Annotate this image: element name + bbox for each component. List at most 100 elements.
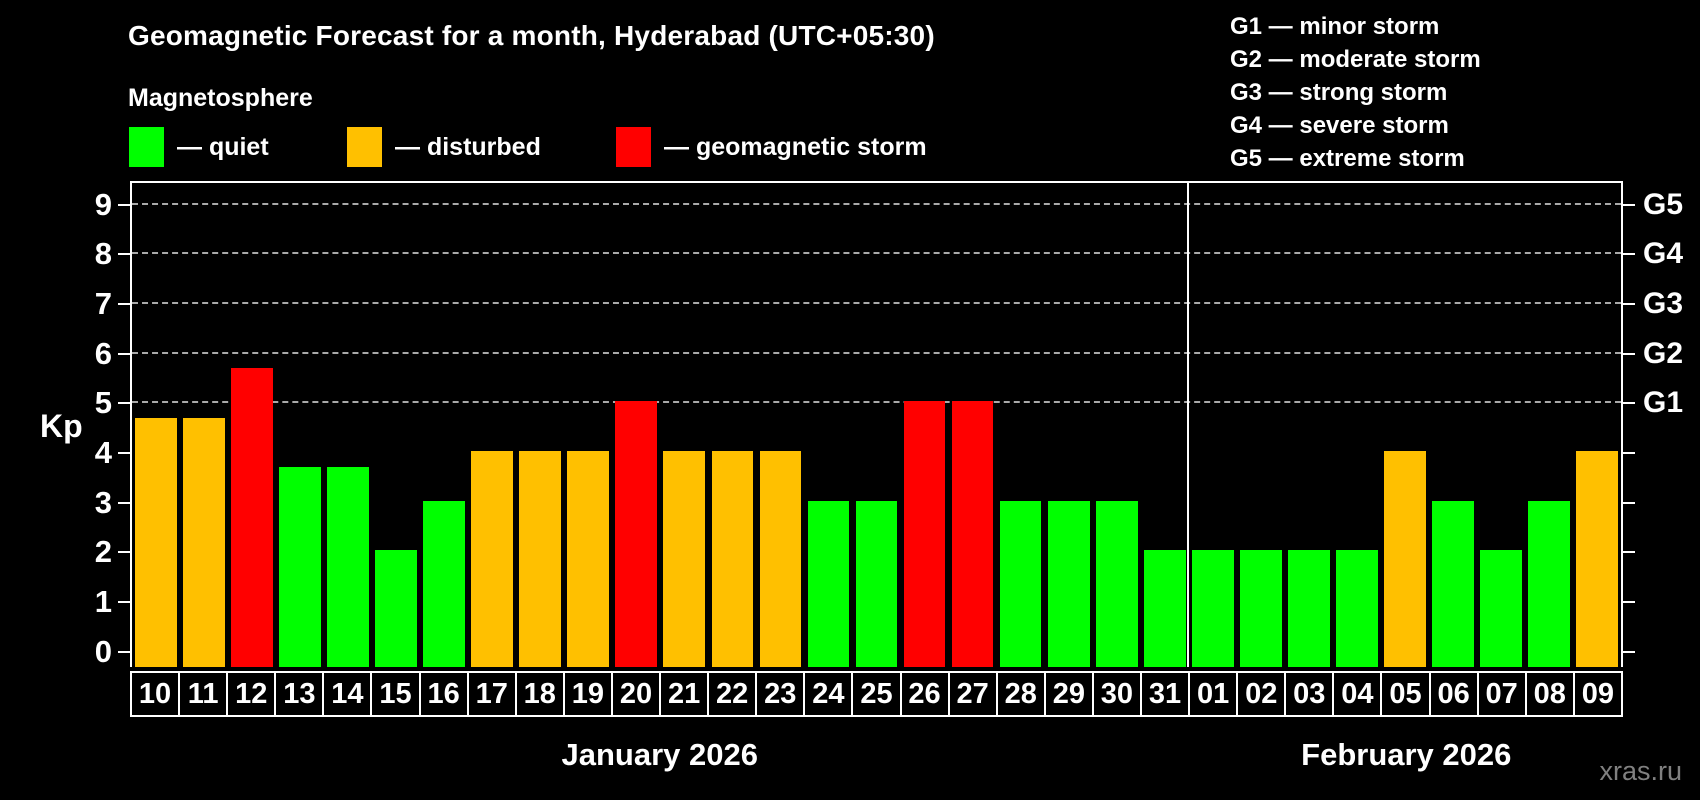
storm-scale-line-g1: G1 — minor storm bbox=[1230, 13, 1440, 40]
day-label-row: 10 11 12 13 14 15 16 17 18 19 20 21 22 23 24 25 26 27 28 29… bbox=[130, 671, 1623, 717]
day-cell-31: 31 bbox=[1139, 671, 1191, 717]
bar-slot-16 bbox=[420, 183, 468, 667]
y-tick-left-7 bbox=[118, 303, 130, 306]
kp-bar-day-27 bbox=[951, 401, 994, 667]
y-axis-label-4: 4 bbox=[94, 435, 112, 471]
storm-color-swatch bbox=[616, 127, 651, 167]
quiet-color-swatch bbox=[129, 127, 164, 167]
bar-slot-13 bbox=[276, 183, 324, 667]
bar-slot-05 bbox=[1381, 183, 1429, 667]
gridline-kp6 bbox=[132, 351, 1621, 354]
right-axis-label-g2: G2 bbox=[1643, 336, 1684, 370]
day-cell-19: 19 bbox=[562, 671, 613, 717]
y-tick-right-9 bbox=[1623, 203, 1635, 206]
month-separator bbox=[1186, 183, 1189, 667]
gridline-kp9 bbox=[132, 202, 1621, 205]
bar-slot-24 bbox=[804, 183, 852, 667]
storm-scale-line-g4: G4 — severe storm bbox=[1230, 112, 1449, 139]
y-tick-left-6 bbox=[118, 352, 130, 355]
storm-scale-line-g2: G2 — moderate storm bbox=[1230, 46, 1481, 73]
day-cell-21: 21 bbox=[659, 671, 710, 717]
bar-slot-12 bbox=[228, 183, 276, 667]
bar-slot-06 bbox=[1429, 183, 1477, 667]
day-cell-26: 26 bbox=[899, 671, 950, 717]
y-tick-left-9 bbox=[118, 203, 130, 206]
legend-label-quiet: — quiet bbox=[177, 132, 269, 161]
kp-bar-day-17 bbox=[471, 451, 514, 667]
right-axis-label-g1: G1 bbox=[1643, 386, 1684, 420]
storm-scale-line-g5: G5 — extreme storm bbox=[1230, 145, 1465, 172]
day-cell-11: 11 bbox=[178, 671, 229, 717]
day-cell-12: 12 bbox=[226, 671, 277, 717]
kp-bar-day-26 bbox=[903, 401, 946, 667]
kp-bar-day-05 bbox=[1383, 451, 1426, 667]
bar-slot-21 bbox=[660, 183, 708, 667]
day-cell-29: 29 bbox=[1043, 671, 1094, 717]
kp-bar-day-12 bbox=[231, 368, 273, 667]
day-cell-24: 24 bbox=[803, 671, 854, 717]
kp-bar-day-11 bbox=[183, 417, 225, 667]
kp-bar-day-10 bbox=[135, 417, 177, 667]
bar-slot-25 bbox=[852, 183, 900, 667]
chart-subtitle: Magnetosphere bbox=[128, 84, 313, 112]
bar-slot-04 bbox=[1333, 183, 1381, 667]
kp-bar-day-25 bbox=[855, 500, 898, 667]
bar-slot-30 bbox=[1093, 183, 1141, 667]
kp-bar-day-30 bbox=[1095, 500, 1138, 667]
plot-area: 0 1 2 3 4 5 6 7 8 9 G1 G2 G3 G4 G5 bbox=[95, 181, 1683, 669]
kp-bar-day-16 bbox=[423, 500, 466, 667]
y-axis-label-3: 3 bbox=[94, 484, 112, 520]
y-axis-label-6: 6 bbox=[94, 335, 112, 371]
kp-bar-day-07 bbox=[1480, 550, 1522, 667]
kp-bar-day-13 bbox=[279, 467, 321, 667]
day-cell-18: 18 bbox=[514, 671, 565, 717]
kp-bar-day-02 bbox=[1239, 550, 1282, 667]
bar-slot-20 bbox=[612, 183, 660, 667]
storm-scale-legend: G1 — minor storm G2 — moderate storm G3 — … bbox=[1230, 10, 1481, 175]
legend-label-storm: — geomagnetic storm bbox=[664, 132, 927, 161]
legend-item-quiet: — quiet bbox=[129, 127, 269, 167]
y-tick-right-7 bbox=[1623, 303, 1635, 306]
bar-slot-11 bbox=[180, 183, 228, 667]
day-cell-13: 13 bbox=[274, 671, 325, 717]
legend-item-disturbed: — disturbed bbox=[347, 127, 541, 167]
bar-slot-09 bbox=[1573, 183, 1621, 667]
right-axis-label-g4: G4 bbox=[1643, 237, 1684, 271]
day-cell-30: 30 bbox=[1091, 671, 1142, 717]
legend-label-disturbed: — disturbed bbox=[395, 132, 541, 161]
kp-bar-day-15 bbox=[375, 550, 418, 667]
day-cell-28: 28 bbox=[995, 671, 1046, 717]
kp-bar-day-08 bbox=[1528, 500, 1570, 667]
y-axis-label-8: 8 bbox=[94, 236, 112, 272]
watermark: xras.ru bbox=[1599, 756, 1682, 786]
kp-bar-day-19 bbox=[567, 451, 610, 667]
y-tick-right-6 bbox=[1623, 352, 1635, 355]
bar-slot-14 bbox=[324, 183, 372, 667]
day-cell-08: 08 bbox=[1524, 671, 1575, 717]
kp-bar-day-31 bbox=[1143, 550, 1186, 667]
day-cell-03: 03 bbox=[1284, 671, 1335, 717]
day-cell-01: 01 bbox=[1188, 671, 1239, 717]
y-tick-right-3 bbox=[1623, 501, 1635, 504]
chart-title: Geomagnetic Forecast for a month, Hydera… bbox=[128, 20, 935, 51]
day-cell-17: 17 bbox=[466, 671, 517, 717]
gridline-kp7 bbox=[132, 302, 1621, 305]
day-cell-22: 22 bbox=[707, 671, 758, 717]
right-axis-label-g3: G3 bbox=[1643, 287, 1684, 321]
y-tick-right-5 bbox=[1623, 402, 1635, 405]
kp-bar-day-03 bbox=[1287, 550, 1330, 667]
kp-bar-day-22 bbox=[711, 451, 754, 667]
kp-bar-day-20 bbox=[615, 401, 658, 667]
disturbed-color-swatch bbox=[347, 127, 382, 167]
bar-slot-28 bbox=[997, 183, 1045, 667]
day-cell-05: 05 bbox=[1380, 671, 1431, 717]
legend-item-storm: — geomagnetic storm bbox=[616, 127, 927, 167]
day-cell-09: 09 bbox=[1572, 671, 1623, 717]
bar-slot-15 bbox=[372, 183, 420, 667]
y-axis-label-7: 7 bbox=[94, 286, 112, 322]
bar-slot-07 bbox=[1477, 183, 1525, 667]
bar-slot-02 bbox=[1237, 183, 1285, 667]
y-axis-label-1: 1 bbox=[94, 583, 112, 619]
bar-slot-22 bbox=[708, 183, 756, 667]
